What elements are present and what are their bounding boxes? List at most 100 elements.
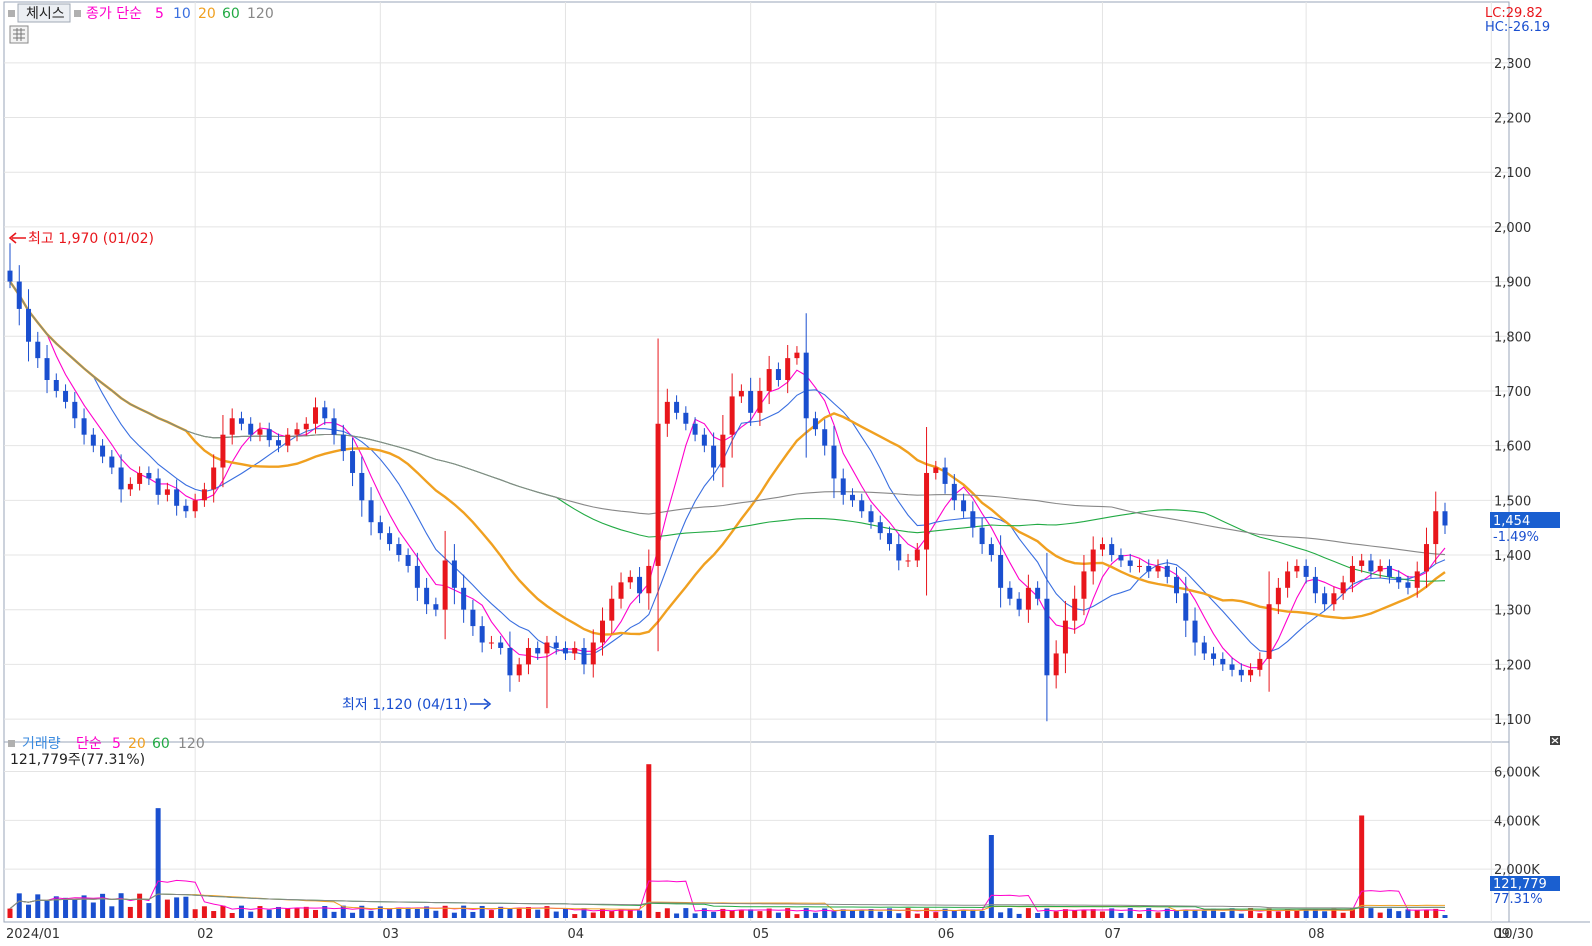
candle-body — [979, 527, 985, 545]
candle-body — [849, 494, 855, 501]
candle-body — [53, 380, 59, 391]
ma-menu-icon[interactable] — [74, 10, 81, 17]
volume-bar — [238, 905, 244, 918]
candlesticks — [7, 243, 1448, 722]
volume-bar — [674, 913, 680, 918]
volume-bar — [738, 909, 744, 918]
candle-body — [414, 565, 420, 588]
candle-body — [822, 429, 828, 446]
candle-body — [924, 472, 930, 550]
price-tick-label: 1,400 — [1494, 549, 1531, 564]
volume-bar — [1229, 908, 1235, 918]
ma-period-120[interactable]: 120 — [247, 6, 274, 22]
candle-body — [1396, 576, 1402, 583]
volume-bar — [859, 910, 865, 918]
candle-body — [544, 642, 550, 654]
volume-bar — [729, 910, 735, 918]
ma-20-line — [9, 280, 1446, 636]
candle-body — [1118, 555, 1124, 561]
candle-body — [655, 423, 661, 566]
volume-bar — [1285, 909, 1291, 918]
candle-body — [183, 505, 189, 512]
volume-ma-120[interactable]: 120 — [178, 736, 205, 752]
volume-bars — [7, 764, 1448, 918]
x-tick-label: 05 — [753, 927, 770, 942]
volume-bar — [1062, 909, 1068, 918]
candle-body — [757, 390, 763, 413]
candle-body — [1312, 576, 1318, 594]
candle-body — [600, 620, 606, 643]
ma-120-line — [9, 281, 1446, 556]
candle-body — [905, 560, 911, 562]
candle-body — [1229, 664, 1235, 670]
volume-bar — [146, 903, 152, 918]
volume-bar — [137, 893, 143, 918]
volume-bar — [35, 894, 41, 918]
close-icon — [1551, 737, 1559, 744]
volume-bar — [90, 902, 96, 918]
indicator-button[interactable] — [17, 3, 71, 23]
volume-bar — [812, 912, 818, 918]
volume-bar — [933, 912, 939, 918]
ma-5-line — [9, 281, 1446, 669]
volume-bar — [63, 897, 69, 918]
x-tick-label: 09 — [1493, 927, 1510, 942]
ma-period-60[interactable]: 60 — [222, 6, 240, 22]
volume-ma-20[interactable]: 20 — [128, 736, 146, 752]
candle-body — [1340, 582, 1346, 594]
high-arrow-icon — [8, 232, 26, 244]
volume-bar — [1433, 908, 1439, 918]
volume-bar — [155, 808, 161, 918]
candle-body — [470, 609, 476, 627]
volume-bar — [803, 908, 809, 918]
volume-menu-icon[interactable] — [8, 740, 15, 747]
volume-bar — [1238, 913, 1244, 918]
volume-bar — [414, 908, 420, 918]
candle-body — [424, 587, 430, 605]
candle-body — [1062, 620, 1068, 654]
candle-body — [100, 445, 106, 457]
volume-ma-60[interactable]: 60 — [152, 736, 170, 752]
candle-body — [461, 587, 467, 610]
candle-body — [1053, 653, 1059, 676]
candle-body — [1275, 587, 1281, 605]
candle-body — [942, 467, 948, 484]
volume-bar — [544, 906, 550, 918]
candle-body — [155, 478, 161, 495]
volume-bar — [1174, 910, 1180, 918]
candle-body — [1007, 587, 1013, 599]
volume-bar — [100, 893, 106, 918]
candle-body — [1266, 604, 1272, 659]
low-arrow-icon — [470, 698, 492, 710]
candle-body — [405, 555, 411, 566]
x-axis-ticks: 2024/01020304050607080910 — [6, 927, 1510, 942]
price-tick-label: 1,900 — [1494, 276, 1531, 291]
candle-body — [387, 533, 393, 545]
candle-body — [442, 560, 448, 610]
candle-body — [664, 401, 670, 424]
volume-bar — [451, 912, 457, 918]
panel-menu-icon[interactable] — [8, 10, 15, 17]
ma-period-20[interactable]: 20 — [198, 6, 216, 22]
candle-body — [488, 642, 494, 644]
ma-period-5[interactable]: 5 — [155, 6, 164, 22]
candle-body — [396, 544, 402, 555]
candle-body — [803, 352, 809, 419]
volume-ma-5[interactable]: 5 — [112, 736, 121, 752]
volume-bar — [257, 906, 263, 918]
candle-body — [1090, 549, 1096, 572]
volume-bar — [609, 911, 615, 918]
candle-body — [720, 434, 726, 468]
volume-bar — [1312, 909, 1318, 918]
ma-period-10[interactable]: 10 — [173, 6, 191, 22]
volume-bar — [275, 906, 281, 918]
volume-bar — [1359, 815, 1365, 918]
volume-bar — [164, 899, 170, 918]
volume-bar — [1331, 908, 1337, 918]
candle-body — [220, 434, 226, 468]
candle-body — [961, 500, 967, 512]
ma-10-line — [9, 281, 1446, 656]
volume-bar — [1118, 912, 1124, 918]
price-tick-label: 1,300 — [1494, 604, 1531, 619]
volume-bar — [785, 908, 791, 918]
